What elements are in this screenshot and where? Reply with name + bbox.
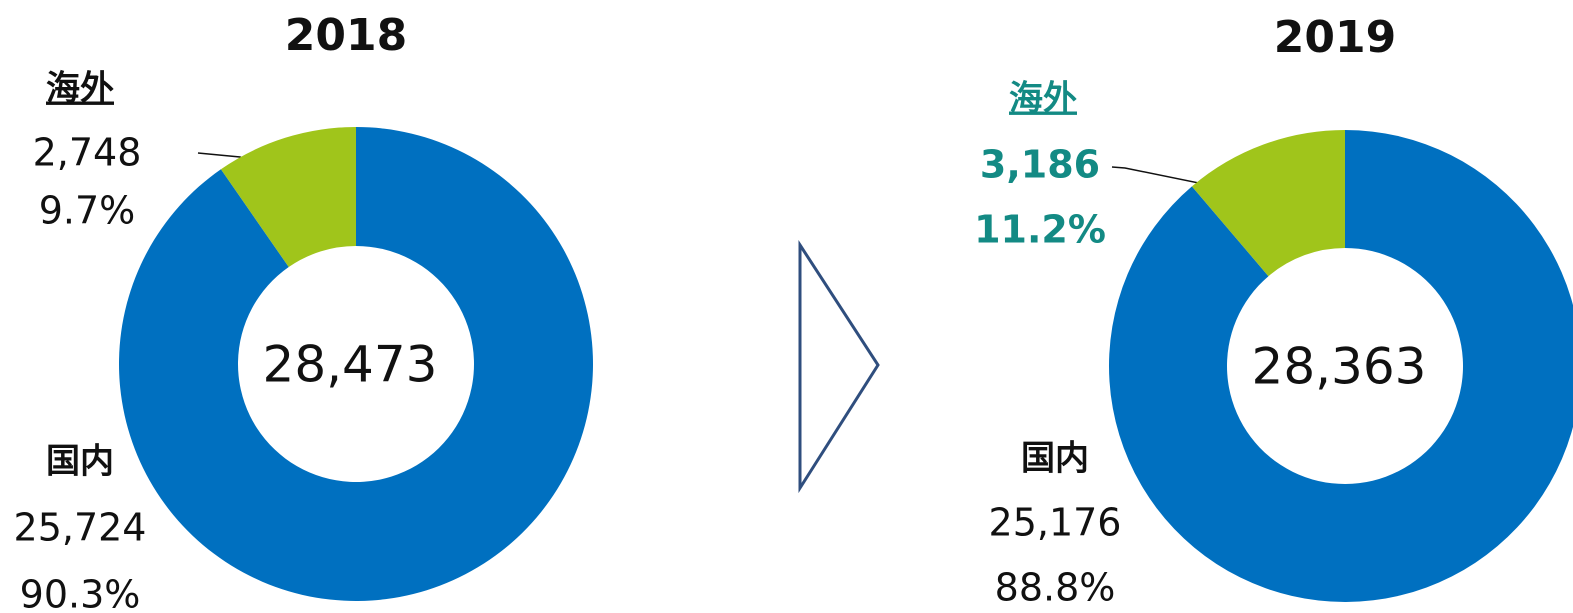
chart-title: 2018 [285,10,407,61]
percent-label: 9.7% [39,189,136,233]
percent-label: 11.2% [974,208,1106,252]
category-label: 海外 [1009,79,1077,119]
category-label: 海外 [46,69,114,109]
percent-label: 88.8% [995,566,1116,610]
total-label: 28,473 [263,336,438,394]
value-label: 2,748 [33,131,142,175]
arrow [798,239,880,494]
value-label: 25,176 [989,501,1122,545]
total-label: 28,363 [1252,338,1427,396]
chart-title: 2019 [1274,12,1396,63]
donut-slice [220,127,356,268]
category-label: 国内 [1021,439,1089,479]
donut-slice [118,127,594,601]
donut-slice [1109,130,1573,602]
percent-label: 90.3% [20,573,141,613]
category-label: 国内 [46,442,114,482]
donut-slice [1191,130,1345,277]
value-label: 3,186 [980,143,1100,187]
value-label: 25,724 [14,506,147,550]
